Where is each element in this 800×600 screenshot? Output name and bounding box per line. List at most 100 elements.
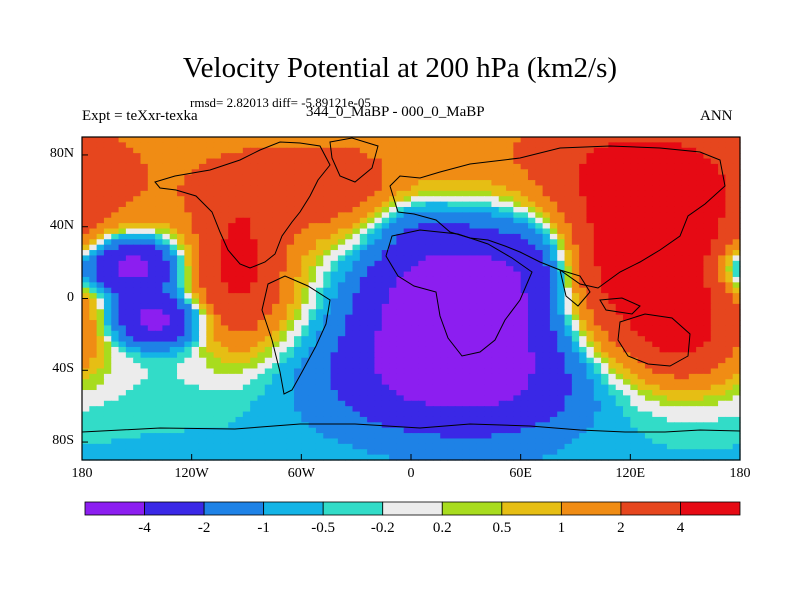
field-cell — [520, 325, 529, 332]
field-cell — [403, 137, 412, 143]
field-cell — [411, 233, 419, 240]
field-cell — [286, 233, 295, 240]
field-cell — [257, 352, 266, 359]
field-cell — [447, 309, 456, 316]
field-cell — [220, 379, 229, 386]
field-cell — [432, 330, 441, 337]
field-cell — [396, 142, 405, 149]
field-cell — [637, 276, 646, 283]
field-cell — [389, 163, 397, 170]
field-cell — [513, 400, 522, 407]
field-cell — [89, 250, 98, 257]
field-cell — [696, 303, 705, 310]
field-cell — [491, 298, 500, 305]
field-cell — [213, 433, 222, 440]
field-cell — [389, 422, 397, 429]
field-cell — [506, 282, 514, 289]
field-cell — [520, 239, 529, 246]
field-cell — [220, 255, 229, 262]
field-cell — [301, 206, 310, 213]
field-cell — [564, 260, 573, 267]
field-cell — [718, 282, 726, 289]
field-cell — [527, 422, 536, 429]
field-cell — [389, 341, 397, 348]
field-cell — [125, 406, 134, 413]
field-cell — [294, 336, 302, 343]
field-cell — [191, 137, 200, 143]
field-cell — [272, 244, 280, 251]
field-cell — [666, 185, 675, 192]
field-cell — [155, 244, 164, 251]
field-cell — [286, 244, 295, 251]
field-cell — [367, 411, 376, 418]
field-cell — [374, 395, 383, 402]
field-cell — [403, 363, 412, 370]
field-cell — [272, 206, 280, 213]
field-cell — [484, 336, 493, 343]
field-cell — [82, 153, 90, 160]
field-cell — [666, 336, 675, 343]
field-cell — [162, 190, 171, 197]
field-cell — [169, 255, 178, 262]
field-cell — [557, 379, 566, 386]
field-cell — [89, 368, 98, 375]
field-cell — [198, 416, 207, 423]
field-cell — [315, 406, 324, 413]
field-cell — [82, 303, 90, 310]
field-cell — [242, 223, 251, 230]
field-cell — [513, 416, 522, 423]
field-cell — [411, 244, 419, 251]
field-cell — [103, 330, 112, 337]
field-cell — [491, 174, 500, 181]
field-cell — [476, 282, 485, 289]
field-cell — [710, 244, 719, 251]
field-cell — [688, 239, 697, 246]
field-cell — [337, 346, 346, 353]
field-cell — [520, 201, 529, 208]
field-cell — [315, 427, 324, 434]
field-cell — [359, 416, 368, 423]
field-cell — [542, 260, 551, 267]
field-cell — [257, 384, 266, 391]
field-cell — [498, 196, 507, 203]
field-cell — [418, 201, 427, 208]
field-cell — [630, 271, 639, 278]
field-cell — [527, 336, 536, 343]
field-cell — [82, 406, 90, 413]
field-cell — [498, 282, 507, 289]
field-cell — [235, 158, 244, 165]
field-cell — [586, 298, 595, 305]
field-cell — [520, 260, 529, 267]
field-cell — [286, 260, 295, 267]
field-cell — [579, 400, 588, 407]
field-cell — [111, 416, 120, 423]
field-cell — [440, 153, 449, 160]
field-cell — [301, 320, 310, 327]
field-cell — [411, 169, 419, 176]
field-cell — [198, 137, 207, 143]
field-cell — [593, 137, 602, 143]
field-cell — [462, 212, 471, 219]
field-cell — [469, 314, 478, 321]
field-cell — [213, 368, 222, 375]
field-cell — [118, 271, 127, 278]
field-cell — [103, 228, 112, 235]
field-cell — [659, 201, 668, 208]
field-cell — [506, 373, 514, 380]
field-cell — [396, 373, 405, 380]
field-cell — [688, 158, 697, 165]
field-cell — [323, 303, 332, 310]
field-cell — [513, 153, 522, 160]
field-cell — [557, 320, 566, 327]
field-cell — [213, 276, 222, 283]
field-cell — [630, 395, 639, 402]
field-cell — [198, 212, 207, 219]
field-cell — [462, 174, 471, 181]
field-cell — [403, 174, 412, 181]
field-cell — [579, 422, 588, 429]
field-cell — [323, 411, 332, 418]
field-cell — [220, 153, 229, 160]
field-cell — [564, 223, 573, 230]
field-cell — [264, 336, 273, 343]
field-cell — [294, 233, 302, 240]
